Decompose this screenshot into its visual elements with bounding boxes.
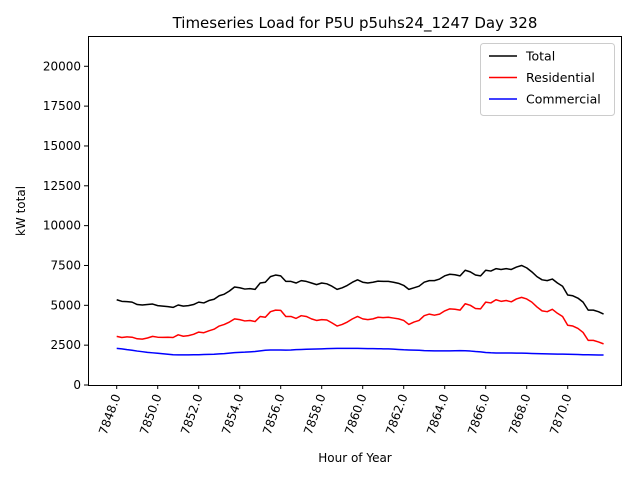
x-axis-label: Hour of Year — [318, 451, 392, 465]
chart-title: Timeseries Load for P5U p5uhs24_1247 Day… — [172, 14, 538, 33]
series-line-total — [116, 264, 604, 315]
legend-box — [480, 43, 615, 116]
series-line-residential — [116, 296, 604, 345]
legend-label-total: Total — [525, 49, 555, 64]
y-tick-label: 12500 — [43, 179, 81, 193]
plot-frame — [88, 36, 622, 386]
y-axis: 0 2500 5000 7500 10000 12500 15000 17500 20000 — [43, 59, 88, 392]
y-tick-label: 7500 — [50, 258, 81, 272]
legend-label-residential: Residential — [526, 70, 595, 85]
y-axis-label: kW total — [14, 186, 28, 236]
y-tick-label: 20000 — [43, 59, 81, 73]
y-tick-label: 17500 — [43, 99, 81, 113]
series-layer — [116, 264, 604, 356]
legend: Total Residential Commercial — [480, 43, 615, 116]
y-tick-label: 2500 — [50, 338, 81, 352]
series-line-commercial — [116, 347, 604, 356]
y-tick-label: 10000 — [43, 219, 81, 233]
y-tick-label: 5000 — [50, 298, 81, 312]
y-tick-label: 0 — [73, 378, 81, 392]
y-tick-label: 15000 — [43, 139, 81, 153]
legend-label-commercial: Commercial — [526, 92, 601, 107]
legend-entries: Total Residential Commercial — [489, 49, 601, 107]
